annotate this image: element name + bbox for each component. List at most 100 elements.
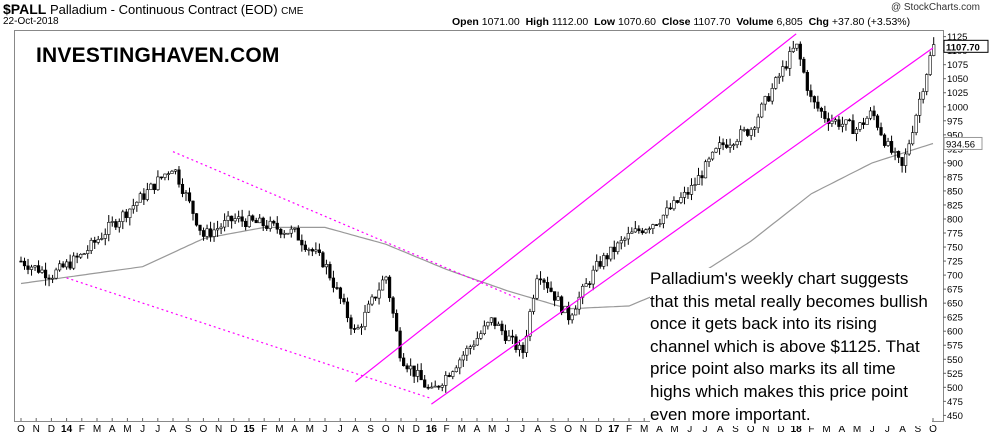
candle-body	[433, 385, 437, 388]
candle-body	[500, 323, 504, 332]
candle-body	[180, 183, 185, 194]
candle-body	[219, 226, 223, 229]
low-value: 1070.60	[618, 16, 656, 28]
candle-body	[117, 221, 121, 228]
candle-body	[524, 335, 529, 353]
candle-body	[517, 344, 522, 350]
candle-body	[321, 252, 325, 268]
x-tick-label: A	[534, 424, 541, 435]
candle-body	[658, 223, 662, 225]
candle-body	[398, 330, 402, 359]
candle-body	[26, 265, 30, 270]
candle-body	[472, 344, 476, 347]
candle-body	[742, 129, 746, 131]
candle-body	[244, 220, 248, 228]
candle-body	[458, 359, 462, 369]
candle-body	[40, 269, 44, 273]
candle-body	[265, 225, 269, 229]
open-label: Open	[452, 16, 479, 28]
candle-body	[872, 110, 876, 117]
candle-body	[387, 276, 392, 299]
chart-title: $PALL Palladium - Continuous Contract (E…	[3, 1, 303, 17]
candle-body	[261, 217, 265, 227]
candle-body	[258, 217, 262, 224]
high-label: High	[525, 16, 549, 28]
candle-body	[352, 328, 357, 330]
candle-body	[461, 354, 465, 361]
chart-date: 22-Oct-2018	[3, 16, 59, 27]
candle-body	[405, 365, 409, 370]
candle-body	[152, 183, 156, 191]
candle-body	[138, 193, 142, 203]
close-value: 1107.70	[693, 16, 731, 28]
x-year-label: 18	[791, 424, 803, 435]
candle-body	[665, 207, 669, 216]
y-tick-label: 500	[947, 383, 963, 394]
candle-body	[612, 246, 616, 253]
x-year-label: 17	[608, 424, 620, 435]
candle-body	[693, 184, 697, 186]
y-tick-label: 1050	[947, 74, 968, 85]
x-tick-label: F	[79, 424, 85, 435]
candle-body	[451, 371, 455, 377]
candle-body	[616, 242, 620, 253]
candle-body	[395, 313, 399, 332]
x-tick-label: S	[914, 424, 921, 435]
candle-body	[753, 127, 757, 130]
candle-body	[907, 143, 911, 155]
candle-body	[746, 129, 750, 136]
x-tick-label: M	[306, 424, 314, 435]
candle-body	[149, 183, 153, 191]
x-tick-label: N	[580, 424, 587, 435]
candle-body	[300, 239, 304, 246]
candle-body	[531, 297, 536, 312]
candle-body	[602, 255, 606, 267]
candle-body	[50, 277, 55, 280]
candle-body	[837, 119, 841, 127]
channel-line	[172, 151, 523, 301]
x-tick-label: M	[853, 424, 861, 435]
x-tick-label: M	[123, 424, 131, 435]
x-tick-label: M	[275, 424, 283, 435]
candle-body	[724, 144, 729, 148]
candle-body	[510, 335, 515, 338]
candle-body	[338, 287, 343, 299]
candle-body	[173, 169, 178, 172]
exchange: CME	[281, 6, 304, 17]
x-tick-label: O	[17, 424, 25, 435]
x-tick-label: J	[703, 424, 708, 435]
candle-body	[854, 129, 859, 134]
candle-body	[918, 98, 922, 116]
plot-frame	[14, 30, 944, 422]
candle-body	[233, 218, 237, 222]
candle-body	[205, 228, 209, 237]
x-tick-label: M	[670, 424, 678, 435]
x-tick-label: J	[323, 424, 328, 435]
candle-body	[868, 110, 873, 119]
candle-body	[131, 205, 135, 210]
candle-body	[423, 379, 427, 388]
candle-body	[732, 144, 736, 147]
candle-body	[103, 234, 107, 239]
candle-body	[282, 232, 286, 235]
candle-body	[560, 296, 564, 314]
candle-body	[212, 229, 216, 237]
candle-body	[272, 220, 276, 224]
x-tick-label: A	[656, 424, 663, 435]
candle-body	[921, 91, 925, 100]
candle-body	[774, 77, 778, 89]
y-tick-label: 650	[947, 299, 963, 310]
candle-body	[440, 385, 444, 388]
candle-body	[710, 151, 715, 160]
candle-body	[851, 120, 855, 134]
candle-body	[556, 296, 560, 301]
chart-header: $PALL Palladium - Continuous Contract (E…	[0, 0, 990, 30]
candle-body	[240, 216, 244, 222]
candle-body	[644, 229, 648, 234]
candle-body	[770, 88, 774, 102]
candle-body	[370, 296, 374, 305]
x-tick-label: F	[261, 424, 267, 435]
candle-body	[286, 232, 290, 235]
candle-body	[823, 111, 827, 119]
candle-body	[124, 211, 128, 218]
